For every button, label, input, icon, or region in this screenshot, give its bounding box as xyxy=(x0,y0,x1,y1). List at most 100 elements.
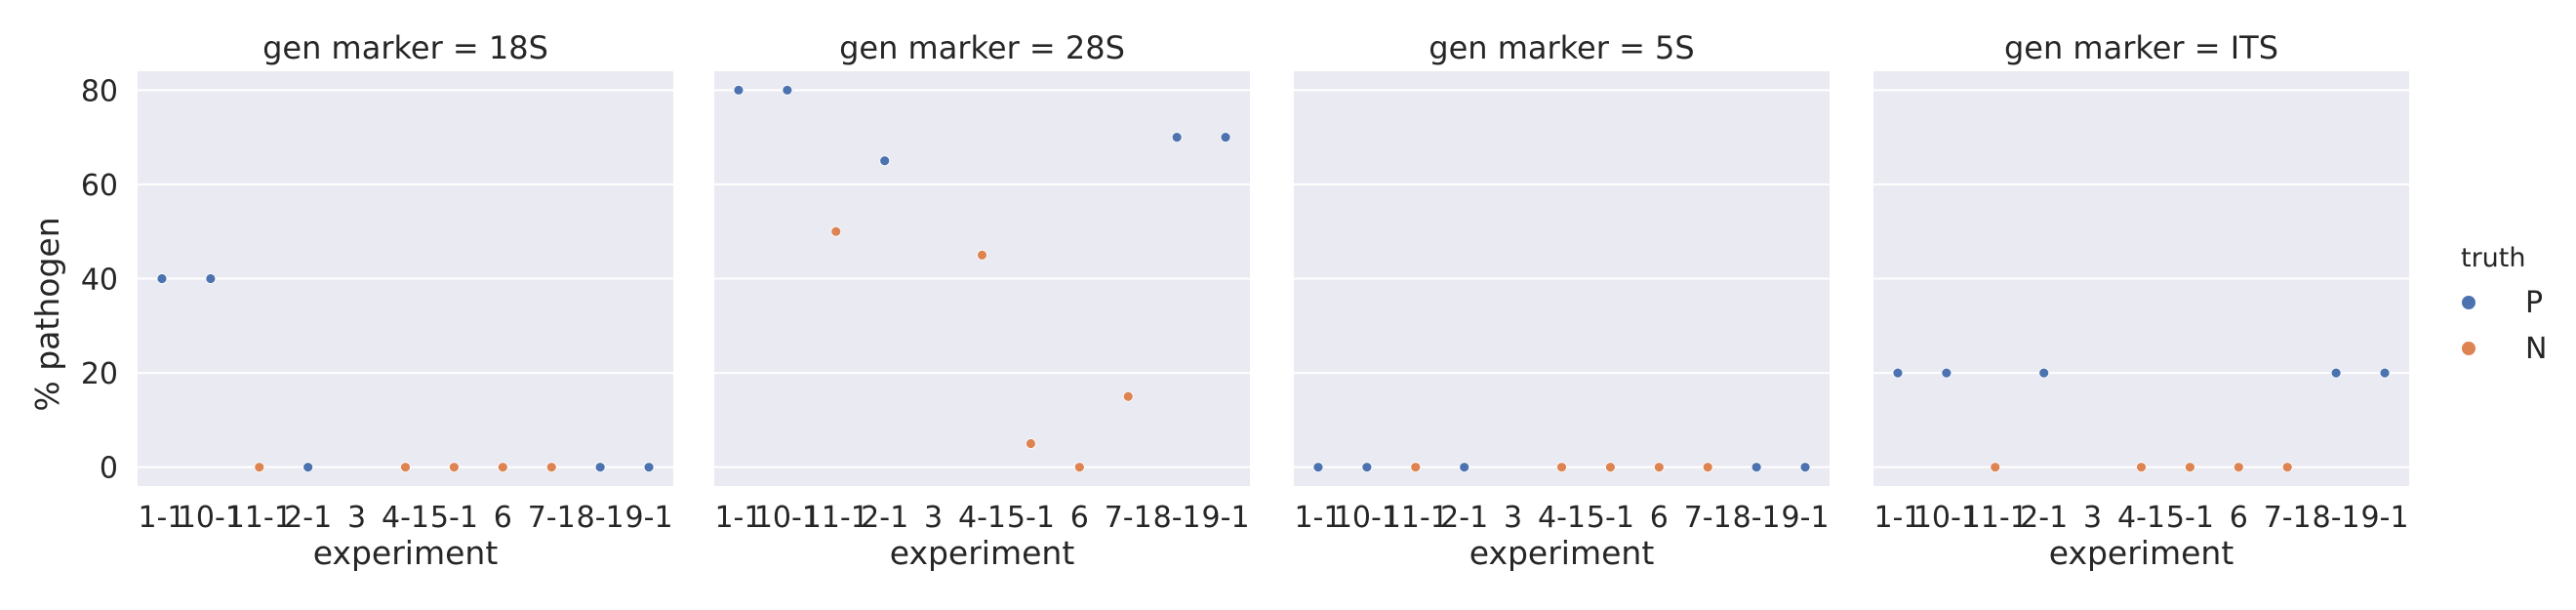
data-point xyxy=(643,462,655,473)
facet-panel: gen marker = 5S 1-110-111-12-1 3 4-1 5-1 6 7-1… xyxy=(1294,29,1830,572)
x-axis-label: experiment xyxy=(890,534,1075,572)
data-point xyxy=(1361,462,1373,473)
data-point xyxy=(1220,132,1231,143)
x-tick-label: 2-1 xyxy=(861,501,908,535)
x-tick-label: 10-1 xyxy=(1913,501,1980,535)
x-tick-label: 1-1 xyxy=(1873,501,1921,535)
facet-panel: gen marker = 18S 0 20 40 60 80 1-110-111-12-1 3… xyxy=(81,29,673,572)
facet-title: gen marker = 5S xyxy=(1429,29,1694,66)
data-point xyxy=(2038,367,2050,379)
x-tick-label: 9-1 xyxy=(1782,501,1830,535)
x-tick-label: 10-1 xyxy=(178,501,244,535)
data-point xyxy=(1653,462,1665,473)
x-tick-label: 11-1 xyxy=(1383,501,1449,535)
x-tick-label: 8-1 xyxy=(2313,501,2360,535)
x-tick-label: 7-1 xyxy=(1684,501,1732,535)
data-point xyxy=(2185,462,2195,473)
legend-label: N xyxy=(2525,332,2547,366)
x-tick-label: 10-1 xyxy=(754,501,821,535)
x-axis-label: experiment xyxy=(313,534,499,572)
x-tick-label: 4-1 xyxy=(958,501,1006,535)
data-point xyxy=(1312,462,1324,473)
data-point xyxy=(1751,462,1762,473)
data-point xyxy=(782,84,793,96)
facet-title: gen marker = 28S xyxy=(839,29,1125,66)
data-point xyxy=(977,249,987,261)
data-point xyxy=(1605,462,1616,473)
x-tick-label: 6 xyxy=(494,501,512,535)
x-tick-label: 8-1 xyxy=(577,501,624,535)
x-tick-label: 10-1 xyxy=(1334,501,1400,535)
x-tick-label: 3 xyxy=(924,501,943,535)
x-tick-label: 2-1 xyxy=(1440,501,1488,535)
data-point xyxy=(205,273,217,284)
legend-label: P xyxy=(2525,286,2543,320)
y-tick-label: 0 xyxy=(100,452,118,486)
data-point xyxy=(1171,132,1183,143)
data-point xyxy=(1941,367,1952,379)
x-tick-label: 9-1 xyxy=(1202,501,1250,535)
x-axis-label: experiment xyxy=(1469,534,1655,572)
x-tick-label: 7-1 xyxy=(528,501,576,535)
y-tick-label: 40 xyxy=(81,264,118,298)
data-point xyxy=(1556,462,1567,473)
data-point xyxy=(400,462,411,473)
x-tick-label: 9-1 xyxy=(625,501,673,535)
x-tick-label: 3 xyxy=(1504,501,1522,535)
data-point xyxy=(594,462,606,473)
data-point xyxy=(545,462,557,473)
legend: truth PN xyxy=(2461,243,2547,366)
y-tick-label: 80 xyxy=(81,74,118,108)
legend-title: truth xyxy=(2461,243,2526,273)
data-point xyxy=(830,225,842,237)
data-point xyxy=(1892,367,1904,379)
x-tick-label: 4-1 xyxy=(2117,501,2165,535)
x-tick-label: 8-1 xyxy=(1153,501,1201,535)
facet-panel: gen marker = 28S 1-110-111-12-1 3 4-1 5-1 6 7-… xyxy=(714,29,1250,572)
x-tick-label: 1-1 xyxy=(714,501,762,535)
data-point xyxy=(1073,462,1085,473)
x-tick-label: 5-1 xyxy=(1587,501,1634,535)
facet-title: gen marker = 18S xyxy=(262,29,548,66)
x-tick-label: 4-1 xyxy=(382,501,429,535)
legend-marker xyxy=(2462,296,2475,309)
data-point xyxy=(733,84,745,96)
x-tick-label: 5-1 xyxy=(2166,501,2214,535)
facet-title: gen marker = ITS xyxy=(2004,29,2278,66)
x-tick-label: 6 xyxy=(1650,501,1669,535)
x-tick-label: 2-1 xyxy=(284,501,332,535)
data-point xyxy=(1410,462,1422,473)
x-tick-label: 4-1 xyxy=(1538,501,1586,535)
x-tick-label: 6 xyxy=(1070,501,1089,535)
data-point xyxy=(2233,462,2244,473)
x-tick-label: 1-1 xyxy=(138,501,185,535)
data-point xyxy=(1459,462,1470,473)
data-point xyxy=(1799,462,1811,473)
x-tick-label: 11-1 xyxy=(226,501,293,535)
data-point xyxy=(2281,462,2293,473)
data-point xyxy=(1990,462,2001,473)
data-point xyxy=(302,462,314,473)
x-tick-label: 7-1 xyxy=(1105,501,1152,535)
x-tick-label: 8-1 xyxy=(1733,501,1781,535)
facet-panel: gen marker = ITS 1-110-111-12-1 3 4-1 5-1 6 7-… xyxy=(1873,29,2409,572)
data-point xyxy=(2379,367,2391,379)
x-tick-label: 3 xyxy=(2083,501,2102,535)
data-point xyxy=(497,462,508,473)
x-tick-label: 2-1 xyxy=(2020,501,2068,535)
x-tick-label: 3 xyxy=(347,501,366,535)
x-tick-label: 7-1 xyxy=(2264,501,2312,535)
data-point xyxy=(2330,367,2342,379)
x-tick-label: 6 xyxy=(2230,501,2248,535)
x-tick-label: 5-1 xyxy=(430,501,478,535)
data-point xyxy=(254,462,265,473)
x-axis-label: experiment xyxy=(2049,534,2234,572)
x-tick-label: 5-1 xyxy=(1007,501,1055,535)
data-point xyxy=(156,273,168,284)
x-tick-label: 11-1 xyxy=(1962,501,2029,535)
legend-entries: PN xyxy=(2462,286,2547,366)
x-tick-label: 9-1 xyxy=(2361,501,2409,535)
data-point xyxy=(1122,390,1134,402)
